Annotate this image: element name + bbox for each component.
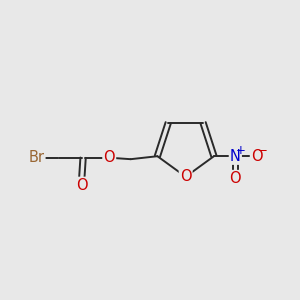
Text: O: O (180, 169, 191, 184)
Text: Br: Br (28, 150, 44, 165)
Text: O: O (251, 149, 262, 164)
Text: O: O (76, 178, 87, 193)
Text: +: + (236, 144, 246, 157)
Text: N: N (230, 149, 241, 164)
Text: O: O (103, 150, 115, 165)
Text: −: − (257, 144, 267, 157)
Text: O: O (230, 171, 241, 186)
